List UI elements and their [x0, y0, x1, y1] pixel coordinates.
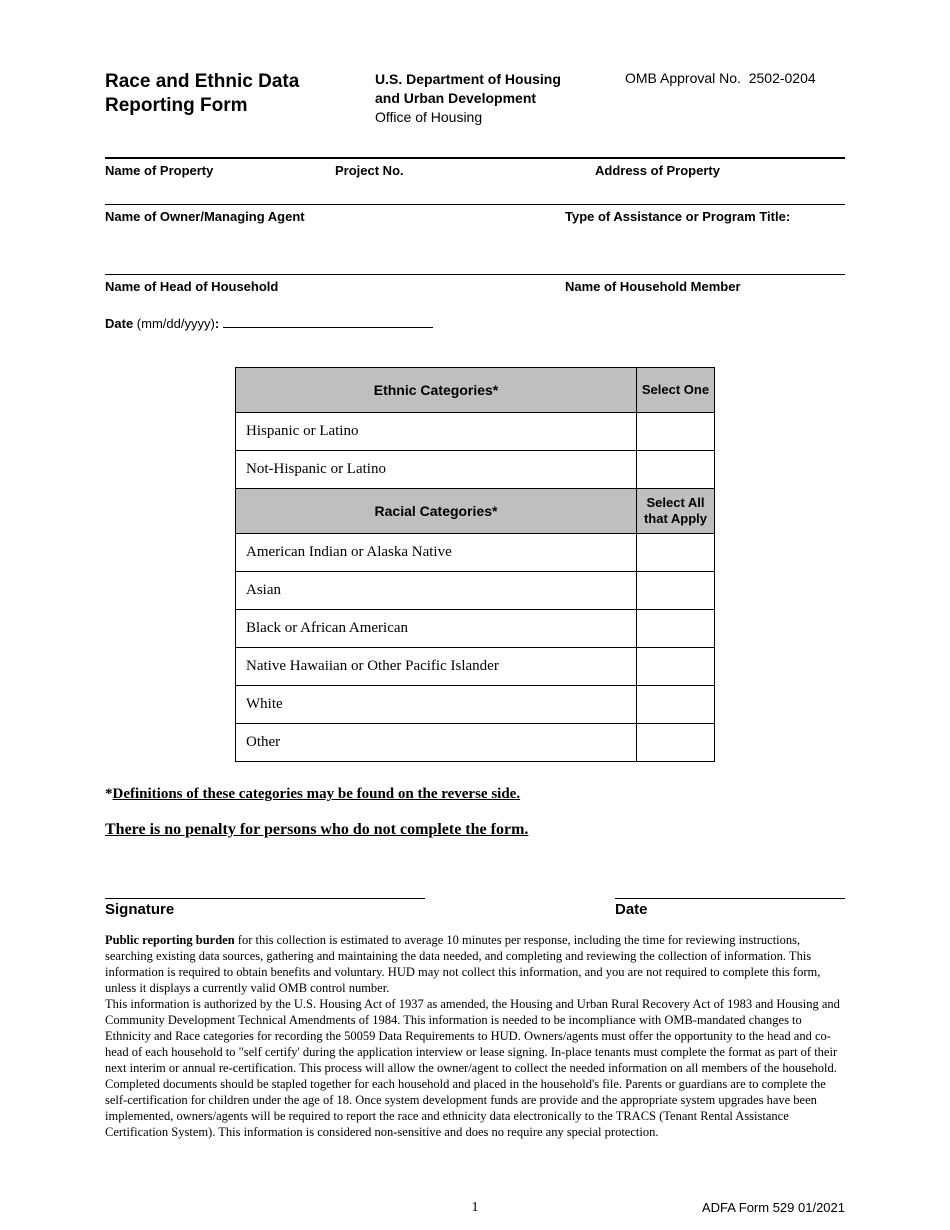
- asterisk: *: [105, 786, 113, 802]
- label-property: Name of Property: [105, 163, 335, 178]
- racial-checkbox[interactable]: [637, 572, 715, 610]
- header: Race and Ethnic Data Reporting Form U.S.…: [105, 70, 845, 127]
- label-head-household: Name of Head of Household: [105, 279, 485, 294]
- dept-line-3: Office of Housing: [375, 109, 482, 125]
- form-page: Race and Ethnic Data Reporting Form U.S.…: [0, 0, 950, 1230]
- no-penalty-note: There is no penalty for persons who do n…: [105, 821, 845, 839]
- date-label: Date: [105, 316, 133, 331]
- title-line-1: Race and Ethnic Data: [105, 71, 299, 92]
- label-assistance-type: Type of Assistance or Program Title:: [485, 209, 845, 224]
- ethnic-option: Hispanic or Latino: [236, 412, 637, 450]
- authorization-text: This information is authorized by the U.…: [105, 997, 840, 1139]
- date-signature-line[interactable]: [615, 885, 845, 899]
- label-household-member: Name of Household Member: [485, 279, 845, 294]
- label-owner-agent: Name of Owner/Managing Agent: [105, 209, 485, 224]
- signature-date-label: Date: [615, 901, 845, 918]
- racial-option: American Indian or Alaska Native: [236, 534, 637, 572]
- racial-checkbox[interactable]: [637, 534, 715, 572]
- ethnic-header: Ethnic Categories*: [236, 367, 637, 412]
- signature-label: Signature: [105, 901, 174, 918]
- form-id: ADFA Form 529 01/2021: [702, 1200, 845, 1215]
- label-address: Address of Property: [535, 163, 845, 178]
- signature-row: [105, 885, 845, 899]
- select-one-header: Select One: [637, 367, 715, 412]
- omb-number: OMB Approval No. 2502-0204: [625, 70, 845, 86]
- select-all-header: Select All that Apply: [637, 488, 715, 534]
- definitions-note: *Definitions of these categories may be …: [105, 786, 845, 803]
- racial-option: White: [236, 686, 637, 724]
- date-field: Date (mm/dd/yyyy):: [105, 316, 845, 367]
- date-colon: :: [215, 316, 219, 331]
- racial-option: Asian: [236, 572, 637, 610]
- dept-line-2: and Urban Development: [375, 90, 536, 106]
- ethnic-checkbox[interactable]: [637, 412, 715, 450]
- burden-bold: Public reporting burden: [105, 933, 235, 947]
- racial-option: Native Hawaiian or Other Pacific Islande…: [236, 648, 637, 686]
- racial-option: Other: [236, 724, 637, 762]
- racial-checkbox[interactable]: [637, 686, 715, 724]
- categories-table: Ethnic Categories* Select One Hispanic o…: [235, 367, 715, 763]
- dept-line-1: U.S. Department of Housing: [375, 71, 561, 87]
- fine-print: Public reporting burden for this collect…: [105, 932, 845, 1140]
- page-number: 1: [472, 1200, 479, 1216]
- date-input-line[interactable]: [223, 327, 433, 328]
- field-row-1: Name of Property Project No. Address of …: [105, 159, 845, 204]
- racial-checkbox[interactable]: [637, 724, 715, 762]
- signature-line[interactable]: [105, 885, 425, 899]
- form-title: Race and Ethnic Data Reporting Form: [105, 70, 365, 118]
- field-row-2: Name of Owner/Managing Agent Type of Ass…: [105, 205, 845, 274]
- racial-header: Racial Categories*: [236, 488, 637, 534]
- date-format: (mm/dd/yyyy): [133, 316, 215, 331]
- field-row-3: Name of Head of Household Name of Househ…: [105, 275, 845, 316]
- definitions-text: Definitions of these categories may be f…: [113, 786, 521, 802]
- signature-labels: Signature Date: [105, 901, 845, 918]
- ethnic-checkbox[interactable]: [637, 450, 715, 488]
- racial-checkbox[interactable]: [637, 610, 715, 648]
- department-block: U.S. Department of Housing and Urban Dev…: [375, 70, 615, 127]
- title-line-2: Reporting Form: [105, 95, 248, 116]
- racial-checkbox[interactable]: [637, 648, 715, 686]
- ethnic-option: Not-Hispanic or Latino: [236, 450, 637, 488]
- racial-option: Black or African American: [236, 610, 637, 648]
- label-project-no: Project No.: [335, 163, 535, 178]
